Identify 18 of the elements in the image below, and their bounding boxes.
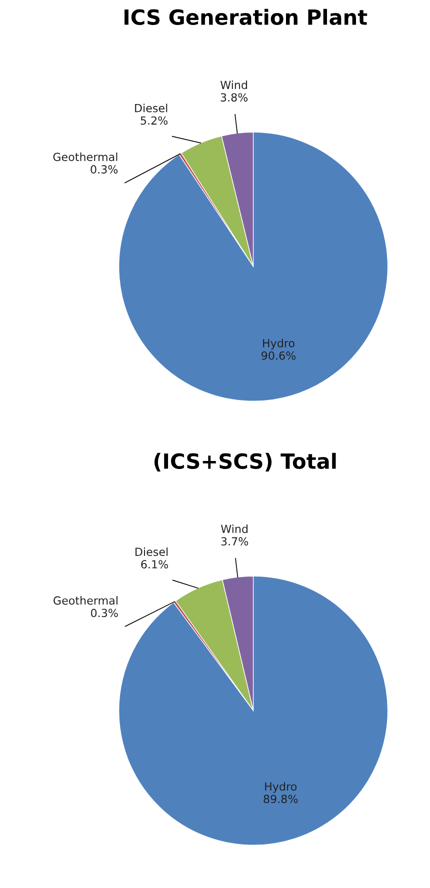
data-label: 89.8% bbox=[264, 794, 298, 804]
data-label: 6.1% bbox=[141, 560, 168, 568]
chart-title: (ICS+SCS) Total bbox=[154, 452, 336, 472]
slice-label: Wind bbox=[220, 524, 248, 534]
data-label: 5.2% bbox=[140, 116, 168, 125]
slice-label: Geothermal bbox=[54, 596, 118, 605]
slice-label: Diesel bbox=[135, 104, 168, 112]
chart-title: ICS Generation Plant bbox=[124, 8, 368, 26]
data-label: 3.7% bbox=[221, 537, 248, 546]
data-label: 0.3% bbox=[90, 165, 118, 174]
slice-label: Wind bbox=[220, 80, 248, 90]
data-label: 90.6% bbox=[262, 351, 296, 360]
slice-label: Diesel bbox=[135, 547, 168, 556]
data-label: 3.8% bbox=[220, 93, 248, 102]
slice-label: Hydro bbox=[263, 338, 294, 350]
slice-label: Hydro bbox=[265, 782, 297, 793]
data-label: 0.3% bbox=[90, 608, 118, 618]
slice-label: Geothermal bbox=[53, 152, 118, 162]
